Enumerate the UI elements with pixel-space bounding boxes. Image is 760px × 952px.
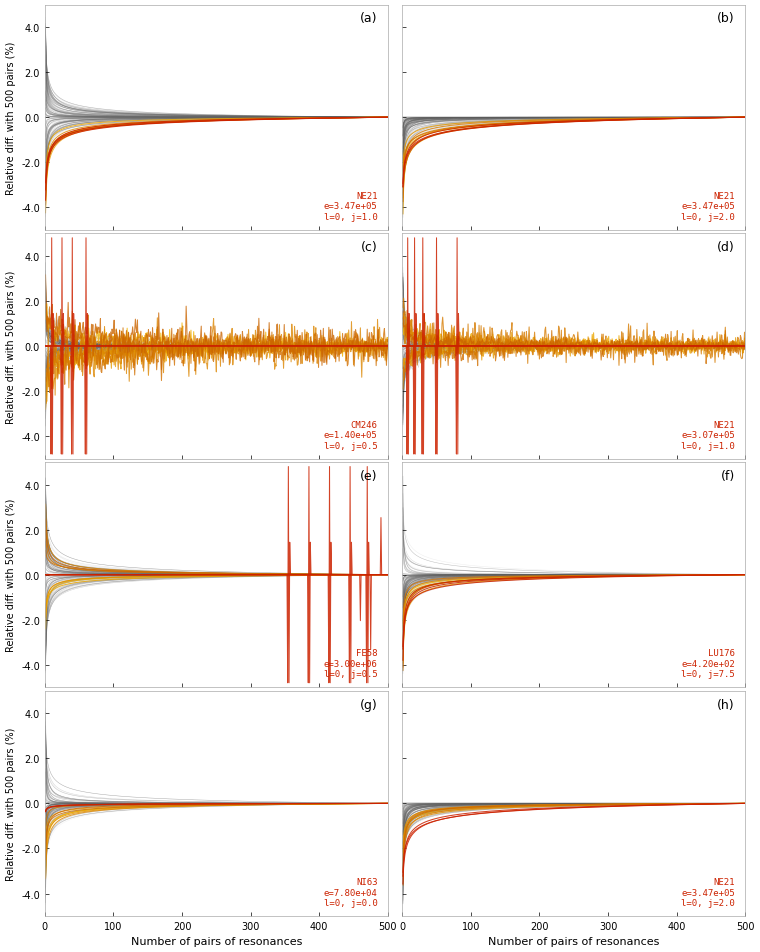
- Text: NE21
e=3.47e+05
l=0, j=2.0: NE21 e=3.47e+05 l=0, j=2.0: [681, 191, 735, 222]
- Text: CM246
e=1.40e+05
l=0, j=0.5: CM246 e=1.40e+05 l=0, j=0.5: [324, 420, 378, 450]
- Y-axis label: Relative diff. with 500 pairs (%): Relative diff. with 500 pairs (%): [5, 42, 15, 194]
- Text: FE58
e=3.00e+06
l=0, j=0.5: FE58 e=3.00e+06 l=0, j=0.5: [324, 649, 378, 679]
- Text: NE21
e=3.47e+05
l=0, j=1.0: NE21 e=3.47e+05 l=0, j=1.0: [324, 191, 378, 222]
- X-axis label: Number of pairs of resonances: Number of pairs of resonances: [131, 937, 302, 946]
- Text: (b): (b): [717, 12, 735, 26]
- Text: LU176
e=4.20e+02
l=0, j=7.5: LU176 e=4.20e+02 l=0, j=7.5: [681, 649, 735, 679]
- Text: NI63
e=7.80e+04
l=0, j=0.0: NI63 e=7.80e+04 l=0, j=0.0: [324, 878, 378, 907]
- Text: (e): (e): [360, 469, 378, 483]
- Y-axis label: Relative diff. with 500 pairs (%): Relative diff. with 500 pairs (%): [5, 727, 15, 881]
- Text: (c): (c): [361, 241, 378, 254]
- Text: (d): (d): [717, 241, 735, 254]
- Text: NE21
e=3.47e+05
l=0, j=2.0: NE21 e=3.47e+05 l=0, j=2.0: [681, 878, 735, 907]
- Text: (f): (f): [720, 469, 735, 483]
- Text: (a): (a): [360, 12, 378, 26]
- Text: NE21
e=3.07e+05
l=0, j=1.0: NE21 e=3.07e+05 l=0, j=1.0: [681, 420, 735, 450]
- Text: (g): (g): [359, 698, 378, 711]
- Y-axis label: Relative diff. with 500 pairs (%): Relative diff. with 500 pairs (%): [5, 270, 15, 424]
- X-axis label: Number of pairs of resonances: Number of pairs of resonances: [488, 937, 660, 946]
- Text: (h): (h): [717, 698, 735, 711]
- Y-axis label: Relative diff. with 500 pairs (%): Relative diff. with 500 pairs (%): [5, 499, 15, 652]
